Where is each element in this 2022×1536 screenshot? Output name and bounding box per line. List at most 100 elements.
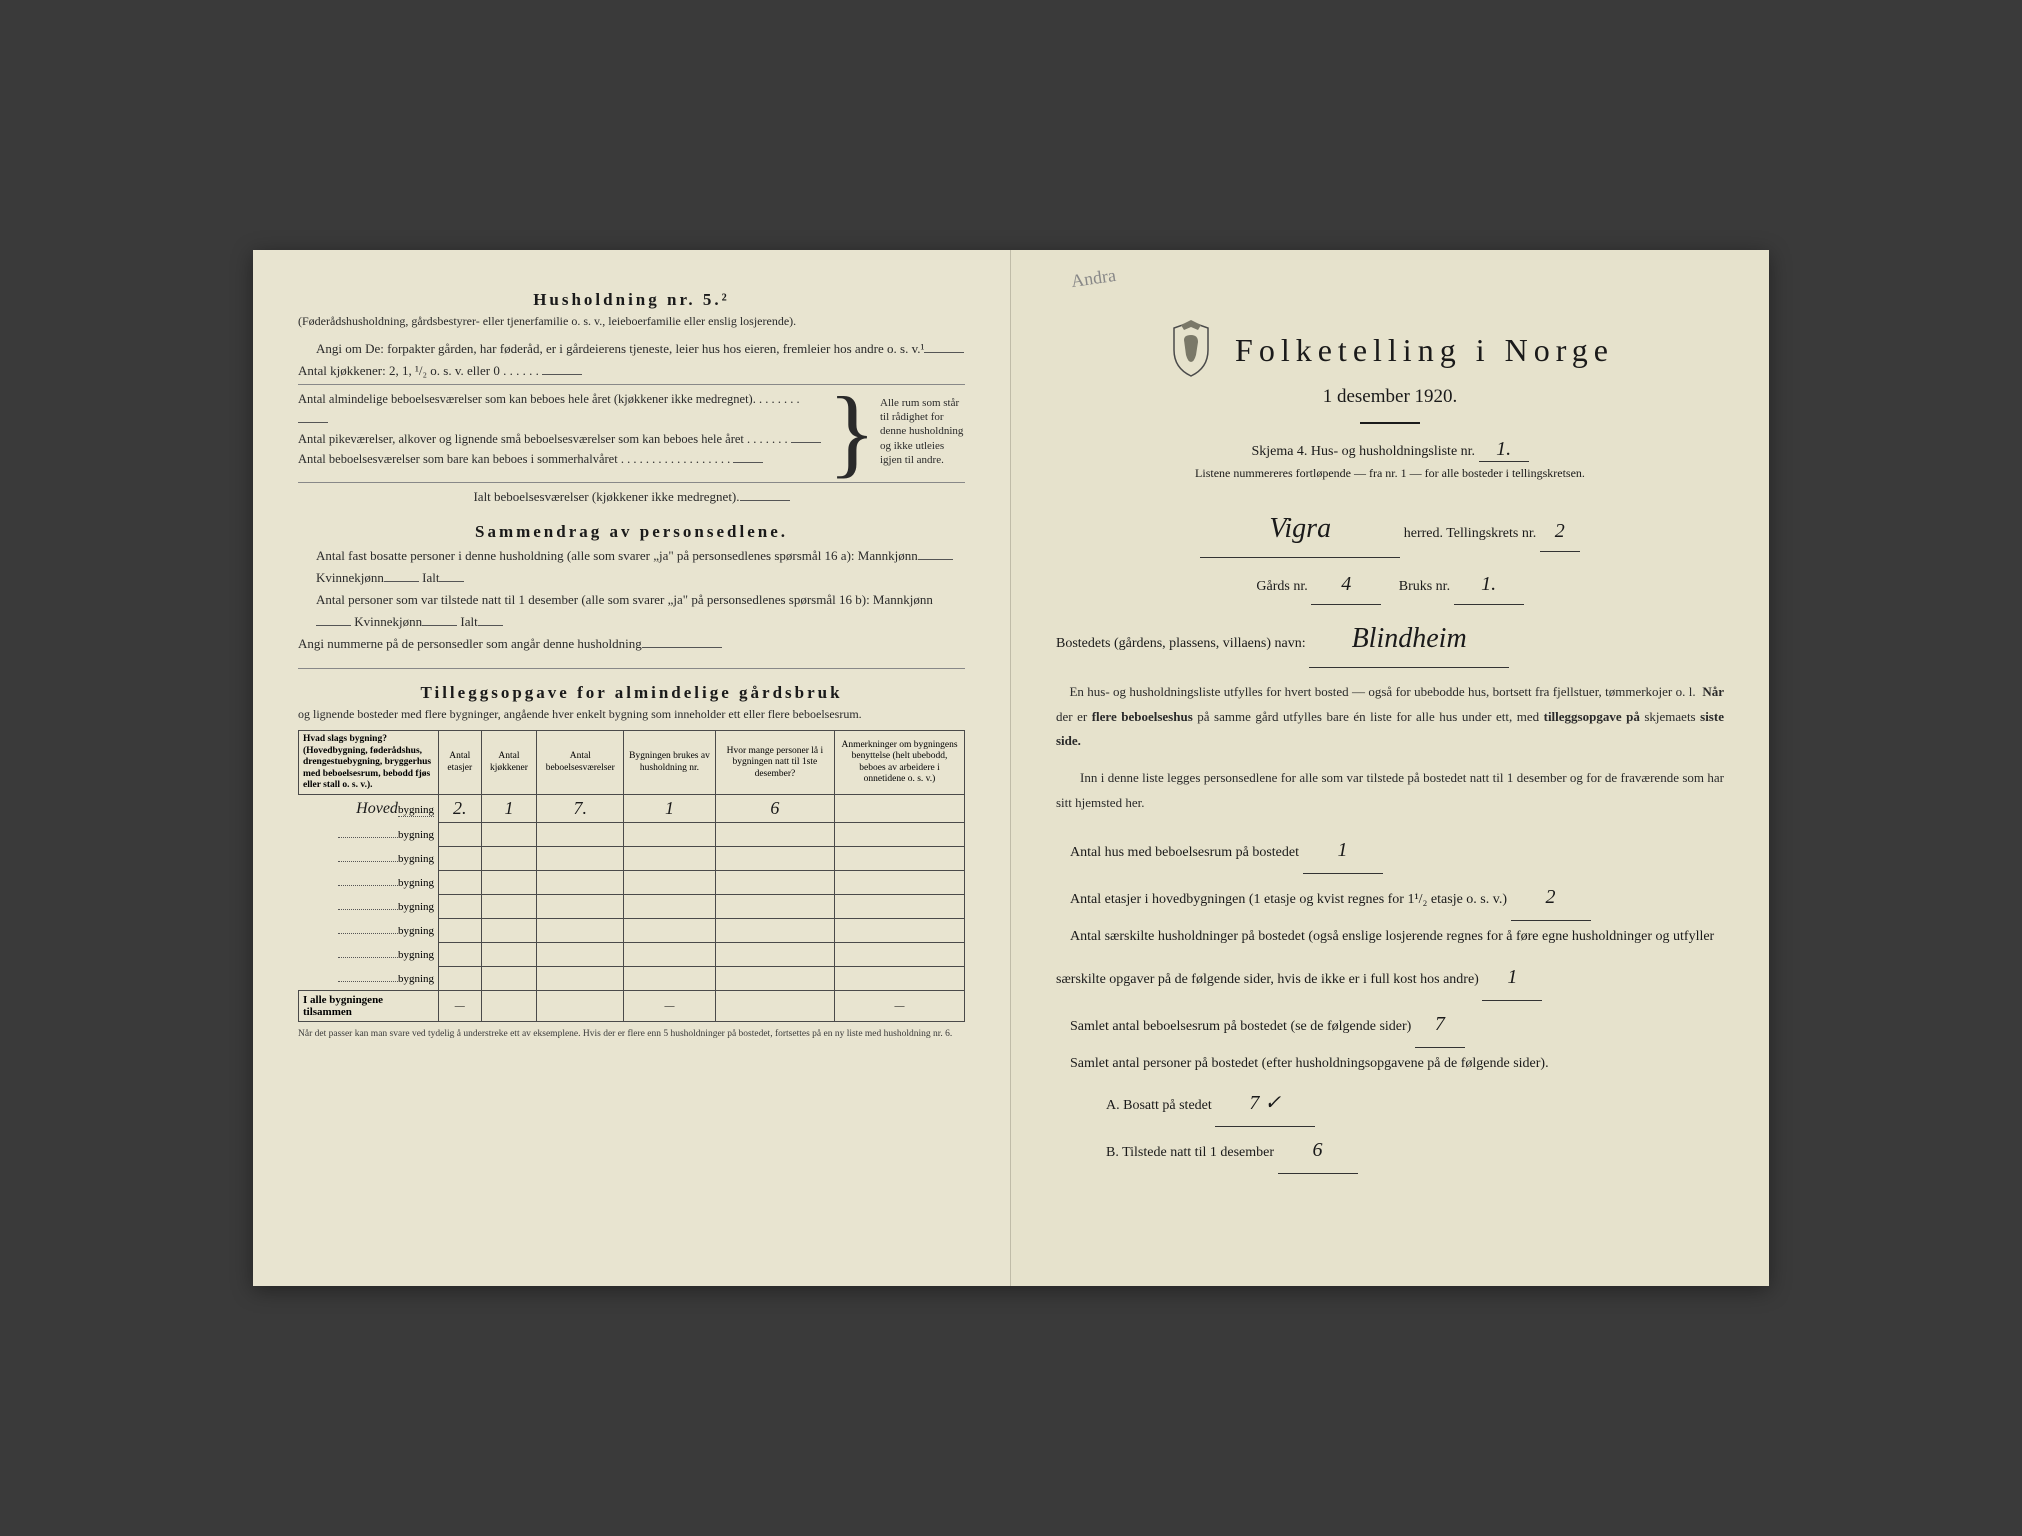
bracket-left-content: Antal almindelige beboelsesværelser som … [298, 389, 824, 474]
census-document: Husholdning nr. 5.² (Føderådshusholdning… [253, 250, 1769, 1286]
table-cell [624, 919, 716, 943]
q4-text: Samlet antal beboelsesrum på bostedet (s… [1070, 1019, 1411, 1034]
row-label-cell: bygning [299, 847, 439, 871]
date-line: 1 desember 1920. [1056, 386, 1724, 408]
qA-line: A. Bosatt på stedet 7 ✓ [1056, 1080, 1724, 1127]
table-cell [624, 943, 716, 967]
qB-text: B. Tilstede natt til 1 desember [1106, 1145, 1274, 1160]
table-cell [439, 847, 482, 871]
footnote-text: Når det passer kan man svare ved tydelig… [298, 1028, 965, 1040]
table-cell [439, 871, 482, 895]
tellingskrets-value: 2 [1540, 511, 1580, 552]
sam-line-2: Antal personer som var tilstede natt til… [298, 589, 965, 633]
table-cell: 2. [439, 795, 482, 823]
schema-nr: 1. [1479, 438, 1529, 462]
kitchens-text: Antal kjøkkener: 2, 1, ¹/₂ o. s. v. elle… [298, 363, 500, 378]
table-cell: 7. [537, 795, 624, 823]
household-title: Husholdning nr. 5.² [298, 290, 965, 310]
table-cell [537, 919, 624, 943]
table-row: bygning [299, 943, 965, 967]
a1-value: 1 [1303, 827, 1383, 874]
building-table-container: Hvad slags bygning? (Hovedbygning, føder… [298, 730, 965, 1022]
a2-value: 2 [1511, 874, 1591, 921]
bruks-value: 1. [1454, 564, 1524, 605]
table-cell: 1 [481, 795, 537, 823]
table-cell [537, 967, 624, 991]
table-cell [715, 967, 834, 991]
table-cell [624, 967, 716, 991]
tillegg-title: Tilleggsopgave for almindelige gårdsbruk [298, 683, 965, 703]
rooms-bracket-group: Antal almindelige beboelsesværelser som … [298, 389, 965, 474]
right-page: Andra Folketelling i Norge 1 desember 19… [1011, 250, 1769, 1286]
table-cell [835, 895, 965, 919]
q3-line: Antal særskilte husholdninger på bostede… [1056, 921, 1724, 1000]
table-header-row: Hvad slags bygning? (Hovedbygning, føder… [299, 731, 965, 795]
table-cell [439, 967, 482, 991]
table-cell [481, 823, 537, 847]
table-cell [715, 823, 834, 847]
table-cell [624, 871, 716, 895]
q1-text: Antal hus med beboelsesrum på bostedet [1070, 845, 1299, 860]
th-personer: Hvor mange personer lå i bygningen natt … [715, 731, 834, 795]
table-cell [715, 919, 834, 943]
gards-value: 4 [1311, 564, 1381, 605]
schema-text: Skjema 4. Hus- og husholdningsliste nr. [1251, 444, 1475, 459]
th-hushold: Bygningen brukes av husholdning nr. [624, 731, 716, 795]
row-label-cell: bygning [299, 919, 439, 943]
th-anmerkninger: Anmerkninger om bygningens benyttelse (h… [835, 731, 965, 795]
table-cell [835, 847, 965, 871]
table-cell [537, 943, 624, 967]
table-cell [715, 847, 834, 871]
table-cell [439, 823, 482, 847]
th-beboelse: Antal beboelsesværelser [537, 731, 624, 795]
th-kjokkener: Antal kjøkkener [481, 731, 537, 795]
table-cell [537, 823, 624, 847]
tillegg-subtitle: og lignende bosteder med flere bygninger… [298, 706, 965, 723]
sam-line-1: Antal fast bosatte personer i denne hush… [298, 545, 965, 589]
divider-line [1360, 422, 1420, 424]
para-1: En hus- og husholdningsliste utfylles fo… [1056, 680, 1724, 754]
curly-brace-icon: } [824, 389, 880, 474]
th-etasjer: Antal etasjer [439, 731, 482, 795]
bracket-line-1: Antal almindelige beboelsesværelser som … [298, 389, 824, 429]
table-cell [624, 895, 716, 919]
table-row: bygning [299, 871, 965, 895]
bruks-label: Bruks nr. [1399, 579, 1450, 594]
row-label-cell: Hovedbygning [299, 795, 439, 823]
bracket-right-text: Alle rum som står til rådighet for denne… [880, 396, 965, 467]
table-row: bygning [299, 919, 965, 943]
table-cell [537, 871, 624, 895]
table-row: bygning [299, 895, 965, 919]
a4-value: 7 [1415, 1001, 1465, 1048]
bracket-line-2: Antal pikeværelser, alkover og lignende … [298, 429, 824, 449]
herred-line: Vigra herred. Tellingskrets nr. 2 [1056, 501, 1724, 558]
table-cell: 1 [624, 795, 716, 823]
table-cell [481, 943, 537, 967]
q2-line: Antal etasjer i hovedbygningen (1 etasje… [1056, 874, 1724, 921]
qB-line: B. Tilstede natt til 1 desember 6 [1056, 1127, 1724, 1174]
table-cell [835, 919, 965, 943]
table-cell [439, 919, 482, 943]
angi-om-line: Angi om De: forpakter gården, har føderå… [298, 338, 965, 360]
table-row: Hovedbygning2.17.16 [299, 795, 965, 823]
header-section: Folketelling i Norge 1 desember 1920. Sk… [1056, 320, 1724, 481]
main-title: Folketelling i Norge [1235, 332, 1614, 369]
table-cell [481, 895, 537, 919]
shield-svg [1166, 320, 1216, 380]
table-cell [835, 795, 965, 823]
para-2: Inn i denne liste legges personsedlene f… [1056, 766, 1724, 815]
bosted-line: Bostedets (gårdens, plassens, villaens) … [1056, 611, 1724, 668]
summary-row: I alle bygningene tilsammen——— [299, 991, 965, 1022]
herred-label: herred. Tellingskrets nr. [1404, 526, 1537, 541]
table-cell [624, 847, 716, 871]
q3-text: Antal særskilte husholdninger på bostede… [1056, 929, 1714, 986]
table-cell [835, 823, 965, 847]
row-label-cell: bygning [299, 943, 439, 967]
table-cell [624, 823, 716, 847]
th-bygning: Hvad slags bygning? (Hovedbygning, føder… [299, 731, 439, 795]
building-table: Hvad slags bygning? (Hovedbygning, føder… [298, 730, 965, 1022]
a3-value: 1 [1482, 954, 1542, 1001]
gards-label: Gårds nr. [1256, 579, 1307, 594]
angi-num-line: Angi nummerne på de personsedler som ang… [298, 633, 965, 668]
table-cell [715, 895, 834, 919]
